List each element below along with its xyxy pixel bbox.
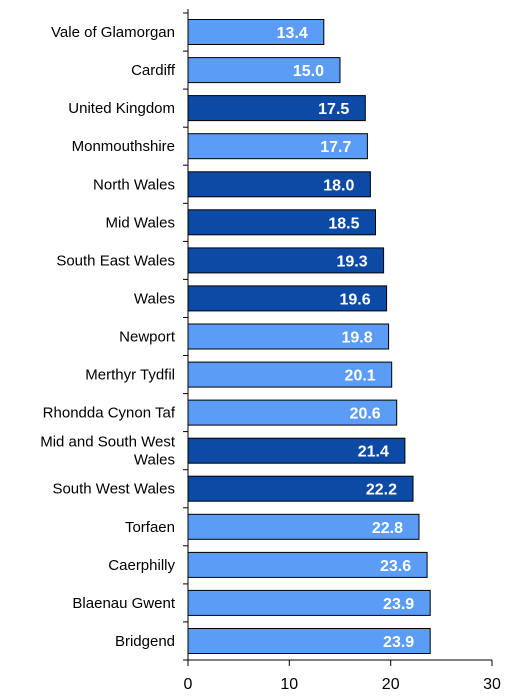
value-label-9: 20.1 [345, 368, 376, 385]
category-label-3: Monmouthshire [72, 138, 175, 155]
bar-6 [187, 247, 385, 274]
category-label-14: Caerphilly [108, 557, 175, 574]
value-label-16: 23.9 [383, 634, 414, 651]
bars-group [187, 19, 431, 654]
value-label-1: 15.0 [293, 63, 324, 80]
category-label-1: Cardiff [131, 62, 176, 79]
category-label-13: Torfaen [125, 519, 175, 536]
bar-14 [187, 551, 428, 578]
category-label-16: Bridgend [115, 633, 175, 650]
category-label-11: Mid and South West Wales [40, 434, 176, 469]
value-label-11: 21.4 [358, 444, 389, 461]
value-label-6: 19.3 [336, 253, 367, 270]
axes: 0 10 20 30 [183, 9, 501, 693]
value-label-10: 20.6 [350, 406, 381, 423]
category-label-15: Blaenau Gwent [72, 595, 175, 612]
value-label-4: 18.0 [323, 177, 354, 194]
bar-10 [187, 399, 398, 426]
category-label-6: South East Wales [56, 252, 175, 269]
category-label-8: Newport [119, 329, 176, 346]
x-tick-label-1: 10 [280, 676, 298, 693]
value-label-3: 17.7 [320, 139, 351, 156]
bar-0 [187, 19, 325, 45]
bar-4 [187, 171, 371, 198]
category-label-0: Vale of Glamorgan [51, 24, 175, 41]
value-label-5: 18.5 [328, 215, 359, 232]
category-label-5: Mid Wales [106, 214, 175, 231]
x-tick-label-3: 30 [483, 676, 501, 693]
bar-1 [187, 57, 341, 84]
value-label-0: 13.4 [277, 25, 308, 42]
bar-9 [187, 361, 393, 388]
value-label-14: 23.6 [380, 558, 411, 575]
category-labels: Vale of Glamorgan Cardiff United Kingdom Mo… [40, 24, 176, 650]
bar-11 [187, 437, 406, 464]
bar-3 [187, 133, 368, 160]
category-label-2: United Kingdom [68, 100, 175, 117]
category-label-10: Rhondda Cynon Taf [43, 405, 176, 422]
x-tick-label-2: 20 [382, 676, 400, 693]
value-label-15: 23.9 [383, 596, 414, 613]
value-label-8: 19.8 [341, 330, 372, 347]
category-label-12: South West Wales [52, 481, 175, 498]
value-label-2: 17.5 [318, 101, 349, 118]
category-label-9: Merthyr Tydfil [85, 367, 175, 384]
value-label-12: 22.2 [366, 482, 397, 499]
bar-13 [187, 513, 420, 540]
category-label-7: Wales [134, 290, 175, 307]
value-label-7: 19.6 [339, 291, 370, 308]
bar-12 [187, 475, 414, 502]
value-label-13: 22.8 [372, 520, 403, 537]
x-tick-label-0: 0 [184, 676, 193, 693]
bar-2 [187, 95, 366, 122]
value-labels: 13.4 15.0 17.5 17.7 18.0 18.5 19.3 19.6 19.8 20.1… [277, 25, 415, 651]
category-label-4: North Wales [93, 176, 175, 193]
